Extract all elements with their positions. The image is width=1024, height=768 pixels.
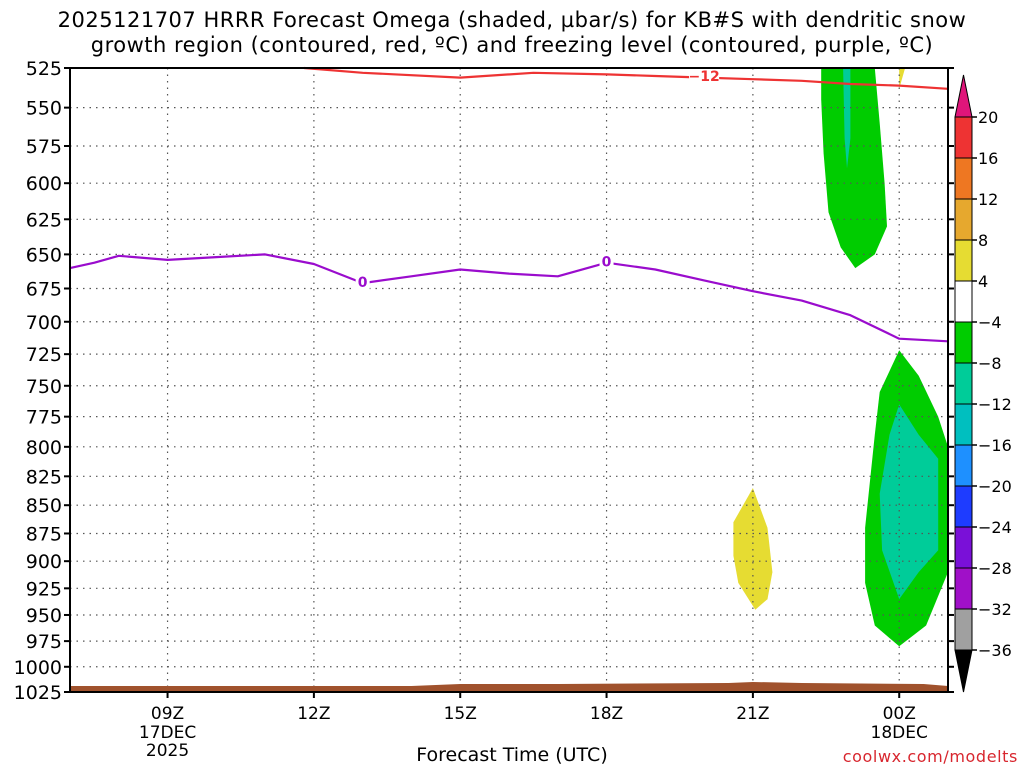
colorbar-label: 4 [978,272,988,291]
grid [70,68,948,692]
omega-region [843,68,851,169]
colorbar-segment [954,321,973,364]
y-tick-label: 1025 [14,682,62,704]
y-axis: 525 550 575 600 625 650 675 700 725 750 775 800 825 8… [14,58,954,704]
y-tick-label: 900 [26,551,62,573]
terrain [70,682,948,692]
y-tick-label: 725 [26,344,62,366]
x-tick-date: 17DEC [139,723,196,743]
colorbar-segment [954,608,973,651]
contour-label: 0 [602,254,612,270]
colorbar-label: 12 [978,190,998,209]
colorbar-label: −8 [978,354,1002,373]
contours: −12 0 0 [69,66,949,343]
omega-region [733,488,773,610]
x-tick-label: 21Z [736,704,769,724]
y-tick-label: 625 [26,209,62,231]
colorbar-label: −4 [978,313,1002,332]
y-tick-label: 800 [26,437,62,459]
contour-label: −12 [689,69,720,85]
credit-link[interactable]: coolwx.com/modelts [842,747,1018,766]
colorbar-label: 20 [978,108,998,127]
y-tick-label: 975 [26,631,62,653]
x-tick-label: 00Z [883,704,916,724]
colorbar-label: −16 [978,436,1012,455]
shaded-regions [733,68,948,647]
x-tick-label: 18Z [590,704,623,724]
dgz-contour-line [304,66,949,90]
y-tick-label: 700 [26,312,62,334]
colorbar-segment [954,157,973,200]
x-axis-label: Forecast Time (UTC) [416,744,608,766]
y-tick-label: 775 [26,407,62,429]
colorbar-bottom-arrow [954,649,973,693]
y-tick-label: 675 [26,279,62,301]
x-tick-date: 18DEC [871,723,928,743]
colorbar-segment [954,403,973,446]
y-tick-label: 1000 [14,657,62,679]
contour-label-bg [599,253,614,270]
y-tick-label: 750 [26,376,62,398]
colorbar-label: −28 [978,559,1012,578]
y-tick-label: 850 [26,495,62,517]
terrain-shading [70,682,948,692]
plot-frame [69,67,949,693]
omega-region [821,68,887,269]
x-tick-label: 12Z [297,704,330,724]
colorbar-label: −24 [978,518,1012,537]
colorbar-segment [954,239,973,282]
colorbar-segment [954,280,973,323]
colorbar-label: −36 [978,641,1012,660]
colorbar-label: −20 [978,477,1012,496]
chart-title-line-1: 2025121707 HRRR Forecast Omega (shaded, … [57,8,967,32]
y-tick-label: 650 [26,244,62,266]
contour-label-bg [689,68,720,85]
contour-label: 0 [358,275,368,291]
colorbar-segment [954,198,973,241]
x-tick-label: 15Z [444,704,477,724]
y-tick-label: 600 [26,173,62,195]
y-tick-label: 875 [26,523,62,545]
colorbar-segment [954,116,973,159]
plot-border [69,67,949,693]
x-tick-year: 2025 [146,741,189,761]
chart-title-line-2: growth region (contoured, red, ºC) and f… [90,33,934,57]
contour-label-bg [355,273,370,290]
colorbar-label: −12 [978,395,1012,414]
colorbar-segment [954,485,973,528]
colorbar: 20 16 12 8 4 −4 −8 −12 −16 −20 −24 −28 −32 −36 [954,74,1012,693]
omega-region [879,404,939,600]
colorbar-label: 16 [978,149,998,168]
colorbar-segment [954,444,973,487]
y-tick-label: 550 [26,98,62,120]
freezing-level-contour-line [69,253,949,343]
colorbar-segment [954,362,973,405]
y-tick-label: 575 [26,136,62,158]
colorbar-label: −32 [978,600,1012,619]
x-tick-label: 09Z [151,704,184,724]
y-tick-label: 950 [26,605,62,627]
y-tick-label: 525 [26,58,62,80]
omega-region [899,68,906,89]
colorbar-top-arrow [954,74,973,118]
colorbar-label: 8 [978,231,988,250]
colorbar-segment [954,567,973,610]
colorbar-segment [954,526,973,569]
y-tick-label: 825 [26,466,62,488]
y-tick-label: 925 [26,578,62,600]
